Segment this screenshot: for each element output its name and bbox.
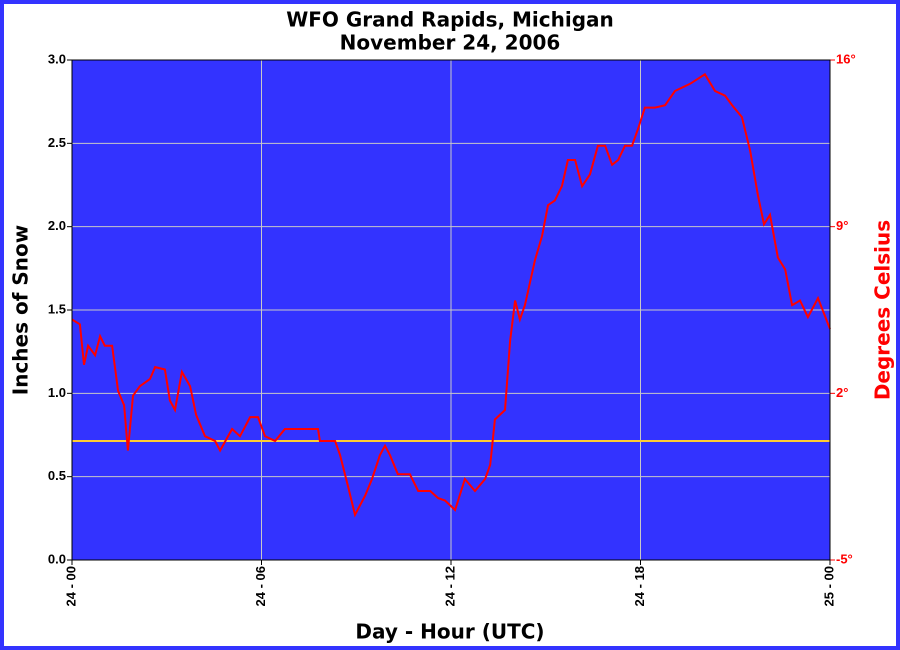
x-tick-label: 24 - 12	[442, 566, 457, 606]
y2-tick-label: -5°	[836, 551, 853, 566]
y2-tick-label: 2°	[836, 385, 848, 400]
x-tick-label: 24 - 18	[632, 566, 647, 606]
y-tick-label: 1.5	[48, 301, 66, 316]
y-tick-label: 0.5	[48, 468, 66, 483]
y-tick-label: 0.0	[48, 551, 66, 566]
x-tick-label: 25 - 00	[821, 566, 836, 606]
y-tick-label: 2.0	[48, 218, 66, 233]
y2-axis-label: Degrees Celsius	[871, 220, 895, 400]
y-tick-label: 1.0	[48, 385, 66, 400]
plot-border	[71, 59, 831, 561]
y2-tick-label: 16°	[836, 51, 856, 66]
x-tick-label: 24 - 00	[63, 566, 78, 606]
y2-tick-label: 9°	[836, 218, 848, 233]
chart-title: WFO Grand Rapids, Michigan	[286, 8, 614, 32]
y-tick-label: 2.5	[48, 135, 66, 150]
chart-subtitle: November 24, 2006	[340, 31, 561, 55]
line-series	[71, 72, 831, 518]
x-tick-label: 24 - 06	[253, 566, 268, 606]
y-tick-label: 3.0	[48, 51, 66, 66]
x-axis-label: Day - Hour (UTC)	[355, 620, 544, 644]
y-axis-label: Inches of Snow	[9, 225, 33, 395]
